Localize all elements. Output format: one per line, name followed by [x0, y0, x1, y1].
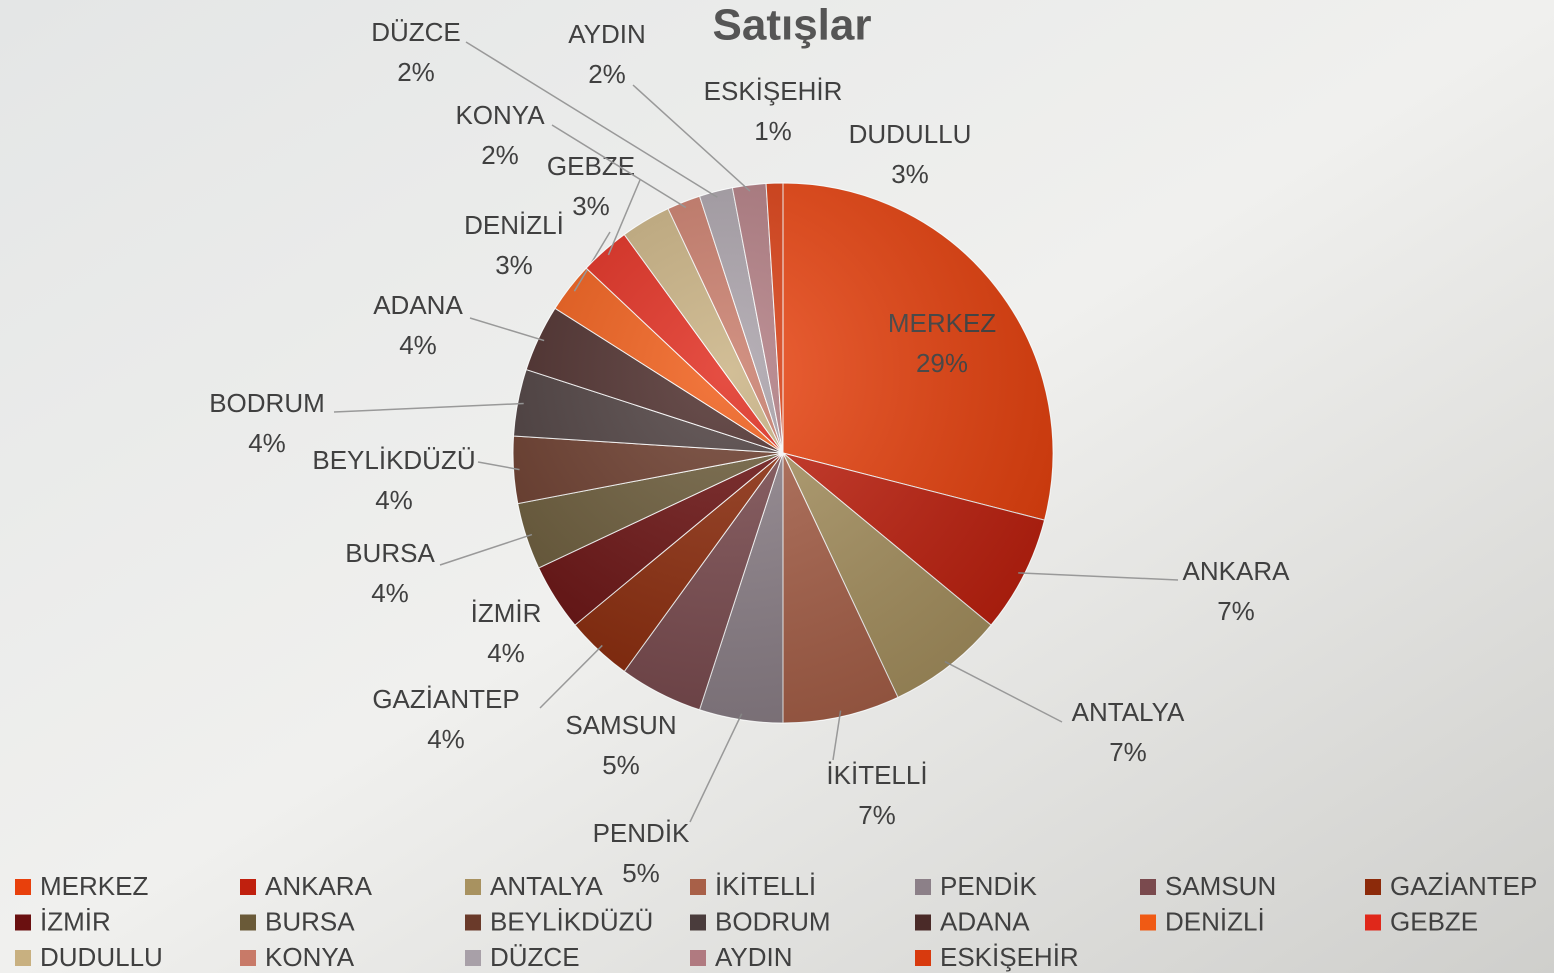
legend-label: DENİZLİ: [1165, 906, 1265, 936]
slice-value-label: 5%: [602, 750, 640, 780]
legend-swatch: [15, 915, 31, 931]
slice-label: BURSA: [345, 538, 435, 568]
legend-swatch: [1365, 879, 1381, 895]
legend-label: BURSA: [265, 906, 355, 936]
slice-value-label: 4%: [248, 428, 286, 458]
slice-label: ANKARA: [1183, 556, 1291, 586]
legend-swatch: [1140, 879, 1156, 895]
slice-label: MERKEZ: [888, 308, 996, 338]
slice-value-label: 4%: [371, 578, 409, 608]
slice-value-label: 2%: [588, 59, 626, 89]
slice-value-label: 4%: [487, 638, 525, 668]
slice-value-label: 3%: [495, 250, 533, 280]
slice-value-label: 7%: [858, 800, 896, 830]
legend-label: ANTALYA: [490, 871, 603, 901]
legend-label: SAMSUN: [1165, 871, 1276, 901]
legend-swatch: [690, 950, 706, 966]
slice-value-label: 7%: [1109, 737, 1147, 767]
legend-swatch: [690, 879, 706, 895]
legend-swatch: [15, 879, 31, 895]
slice-value-label: 4%: [375, 485, 413, 515]
legend-label: GEBZE: [1390, 906, 1478, 936]
legend-label: ESKİŞEHİR: [940, 942, 1079, 972]
legend-label: BEYLİKDÜZÜ: [490, 906, 653, 936]
slice-label: İZMİR: [471, 598, 542, 628]
slice-value-label: 3%: [891, 159, 929, 189]
slice-label: GAZİANTEP: [372, 684, 519, 714]
legend-label: BODRUM: [715, 906, 831, 936]
slice-value-label: 7%: [1217, 596, 1255, 626]
slice-label: SAMSUN: [565, 710, 676, 740]
legend-swatch: [465, 950, 481, 966]
legend-label: ANKARA: [265, 871, 373, 901]
legend-label: DÜZCE: [490, 942, 580, 972]
slice-label: ANTALYA: [1072, 697, 1185, 727]
legend-swatch: [15, 950, 31, 966]
legend-swatch: [915, 879, 931, 895]
chart-title: Satışlar: [713, 1, 872, 50]
slice-label: ADANA: [373, 290, 463, 320]
slice-value-label: 5%: [622, 858, 660, 888]
legend-label: PENDİK: [940, 871, 1037, 901]
slice-label: KONYA: [455, 100, 545, 130]
slice-label: BEYLİKDÜZÜ: [312, 445, 475, 475]
slice-label: DUDULLU: [849, 119, 972, 149]
chart: Satışlar MERKEZ 29% ANKARA 7% ANTALYA 7% İKİTE…: [0, 0, 1554, 973]
legend-label: AYDIN: [715, 942, 793, 972]
legend-label: İZMİR: [40, 906, 111, 936]
slice-value-label: 2%: [397, 57, 435, 87]
slice-value-label: 1%: [754, 116, 792, 146]
legend-swatch: [240, 879, 256, 895]
legend-swatch: [915, 950, 931, 966]
legend-swatch: [240, 915, 256, 931]
slice-label: DENİZLİ: [464, 210, 564, 240]
legend-label: KONYA: [265, 942, 355, 972]
legend-label: GAZİANTEP: [1390, 871, 1537, 901]
legend-swatch: [1140, 915, 1156, 931]
legend-label: ADANA: [940, 906, 1030, 936]
legend-swatch: [690, 915, 706, 931]
legend-label: DUDULLU: [40, 942, 163, 972]
slice-value-label: 2%: [481, 140, 519, 170]
legend-label: İKİTELLİ: [715, 871, 816, 901]
slice-label: İKİTELLİ: [826, 760, 927, 790]
slice-label: ESKİŞEHİR: [704, 76, 843, 106]
slice-value-label: 29%: [916, 348, 968, 378]
slice-value-label: 3%: [572, 191, 610, 221]
legend-swatch: [465, 915, 481, 931]
slice-label: GEBZE: [547, 151, 635, 181]
legend-swatch: [1365, 915, 1381, 931]
slice-label: PENDİK: [593, 818, 690, 848]
legend-swatch: [915, 915, 931, 931]
legend-label: MERKEZ: [40, 871, 148, 901]
slice-value-label: 4%: [427, 724, 465, 754]
legend-swatch: [465, 879, 481, 895]
legend-swatch: [240, 950, 256, 966]
slice-label: AYDIN: [568, 19, 646, 49]
slice-label: BODRUM: [209, 388, 325, 418]
slice-label: DÜZCE: [371, 17, 461, 47]
slice-value-label: 4%: [399, 330, 437, 360]
